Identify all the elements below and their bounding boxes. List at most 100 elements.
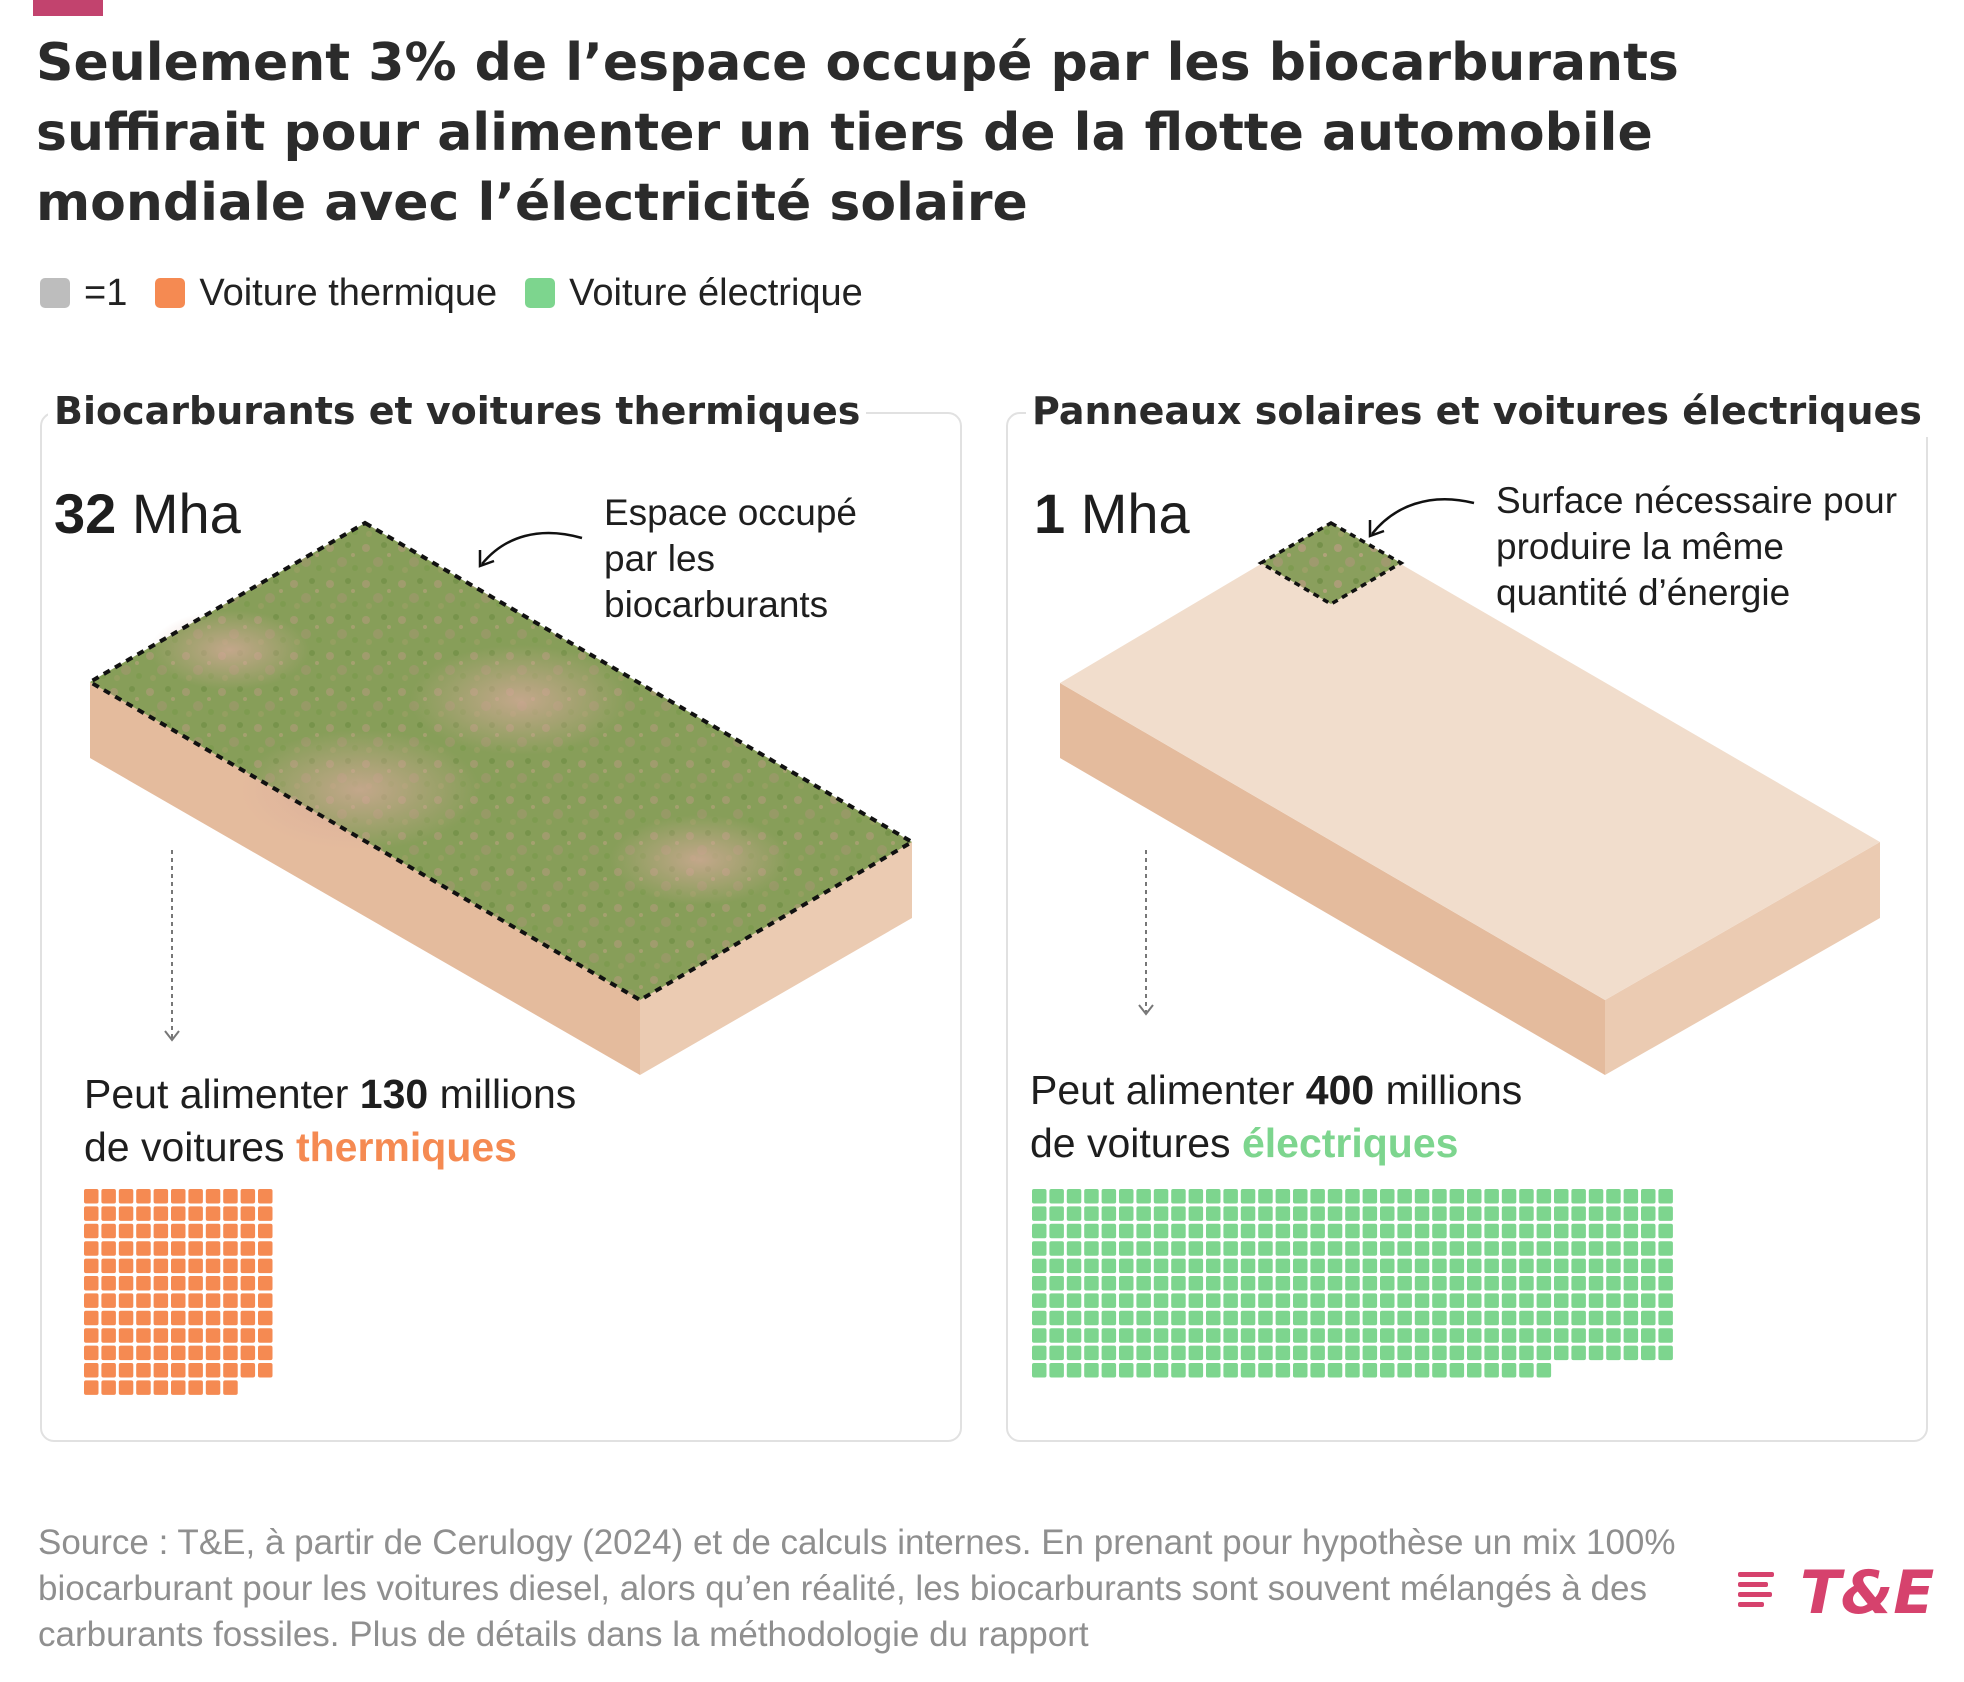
waffle-square-thermique [171, 1189, 186, 1204]
waffle-square-electrique [1501, 1345, 1517, 1361]
waffle-square-electrique [1536, 1241, 1552, 1256]
waffle-square-electrique [1066, 1223, 1082, 1239]
waffle-square-electrique [1310, 1241, 1325, 1256]
waffle-square-thermique [240, 1258, 256, 1274]
area-value-solaire: 1 [1034, 482, 1066, 545]
waffle-square-electrique [1623, 1345, 1639, 1361]
waffle-square-thermique [258, 1276, 273, 1291]
source-note: Source : T&E, à partir de Cerulogy (2024… [38, 1523, 1676, 1654]
waffle-square-electrique [1066, 1189, 1082, 1204]
waffle-square-thermique [223, 1223, 238, 1239]
waffle-square-electrique [1658, 1258, 1673, 1274]
waffle-square-electrique [1414, 1276, 1430, 1291]
waffle-square-electrique [1049, 1276, 1064, 1291]
waffle-square-electrique [1119, 1310, 1134, 1326]
waffle-square-electrique [1658, 1206, 1673, 1221]
waffle-square-electrique [1536, 1345, 1552, 1361]
waffle-square-electrique [1258, 1293, 1273, 1308]
waffle-square-electrique [1136, 1276, 1151, 1291]
waffle-square-electrique [1571, 1276, 1586, 1291]
waffle-square-electrique [1449, 1276, 1465, 1291]
waffle-square-thermique [136, 1189, 151, 1204]
waffle-square-electrique [1171, 1293, 1186, 1308]
waffle-square-electrique [1501, 1189, 1517, 1204]
waffle-square-electrique [1258, 1258, 1273, 1274]
waffle-square-thermique [118, 1328, 134, 1343]
waffle-square-electrique [1571, 1310, 1586, 1326]
waffle-square-electrique [1484, 1223, 1499, 1239]
waffle-square-electrique [1641, 1345, 1656, 1361]
waffle-square-thermique [188, 1258, 203, 1274]
waffle-square-electrique [1345, 1276, 1360, 1291]
waffle-square-electrique [1136, 1293, 1151, 1308]
waffle-square-electrique [1293, 1276, 1308, 1291]
waffle-square-electrique [1362, 1206, 1378, 1221]
waffle-square-electrique [1119, 1206, 1134, 1221]
waffle-square-electrique [1397, 1241, 1412, 1256]
waffle-square-electrique [1101, 1241, 1117, 1256]
waffle-square-electrique [1449, 1310, 1465, 1326]
chart-title: Seulement 3% de l’espace occupé par les … [36, 33, 1679, 233]
slab-top-solaire [1060, 523, 1880, 1000]
waffle-square-electrique [1206, 1276, 1221, 1291]
waffle-square-electrique [1484, 1206, 1499, 1221]
waffle-square-electrique [1432, 1241, 1447, 1256]
waffle-square-electrique [1136, 1363, 1151, 1378]
waffle-square-thermique [240, 1189, 256, 1204]
waffle-square-thermique [101, 1206, 116, 1221]
waffle-square-electrique [1049, 1293, 1064, 1308]
waffle-square-electrique [1658, 1293, 1673, 1308]
waffle-square-thermique [84, 1293, 99, 1308]
waffle-square-electrique [1501, 1241, 1517, 1256]
waffle-square-electrique [1536, 1310, 1552, 1326]
waffle-square-electrique [1571, 1189, 1586, 1204]
waffle-square-thermique [258, 1293, 273, 1308]
waffle-square-electrique [1327, 1258, 1343, 1274]
waffle-square-electrique [1310, 1363, 1325, 1378]
waffle-square-electrique [1345, 1363, 1360, 1378]
waffle-square-electrique [1467, 1345, 1482, 1361]
caption-biocarburants: Peut alimenter 130 millions de voitures … [84, 1068, 576, 1174]
waffle-square-electrique [1310, 1328, 1325, 1343]
waffle-square-electrique [1414, 1223, 1430, 1239]
waffle-square-electrique [1571, 1328, 1586, 1343]
caption-value-solaire: 400 [1305, 1067, 1375, 1113]
waffle-square-thermique [188, 1363, 203, 1378]
waffle-square-electrique [1588, 1276, 1604, 1291]
waffle-square-electrique [1275, 1310, 1291, 1326]
waffle-square-electrique [1153, 1189, 1169, 1204]
waffle-square-electrique [1188, 1241, 1204, 1256]
waffle-square-electrique [1032, 1258, 1047, 1274]
waffle-square-electrique [1310, 1223, 1325, 1239]
waffle-square-thermique [205, 1310, 221, 1326]
waffle-square-electrique [1449, 1189, 1465, 1204]
waffle-square-electrique [1554, 1258, 1569, 1274]
waffle-square-thermique [188, 1189, 203, 1204]
waffle-square-electrique [1223, 1293, 1238, 1308]
panel-title-biocarburants: Biocarburants et voitures thermiques [48, 385, 867, 437]
waffle-square-thermique [84, 1241, 99, 1256]
waffle-square-thermique [171, 1241, 186, 1256]
waffle-square-electrique [1519, 1363, 1534, 1378]
field-surface-solaire [1261, 523, 1401, 604]
waffle-square-thermique [188, 1276, 203, 1291]
waffle-square-electrique [1588, 1310, 1604, 1326]
waffle-square-electrique [1501, 1328, 1517, 1343]
waffle-square-thermique [258, 1310, 273, 1326]
waffle-square-electrique [1414, 1241, 1430, 1256]
waffle-square-electrique [1240, 1241, 1256, 1256]
waffle-square-electrique [1240, 1189, 1256, 1204]
waffle-square-electrique [1588, 1293, 1604, 1308]
waffle-square-electrique [1554, 1241, 1569, 1256]
waffle-square-thermique [171, 1380, 186, 1395]
waffle-square-thermique [136, 1258, 151, 1274]
waffle-square-electrique [1293, 1189, 1308, 1204]
waffle-square-electrique [1066, 1363, 1082, 1378]
waffle-square-electrique [1606, 1189, 1621, 1204]
waffle-square-electrique [1206, 1328, 1221, 1343]
waffle-square-electrique [1066, 1206, 1082, 1221]
waffle-square-electrique [1310, 1276, 1325, 1291]
caption-line2-biocarburants: de voitures thermiques [84, 1121, 576, 1174]
waffle-square-electrique [1258, 1328, 1273, 1343]
waffle-square-electrique [1432, 1189, 1447, 1204]
